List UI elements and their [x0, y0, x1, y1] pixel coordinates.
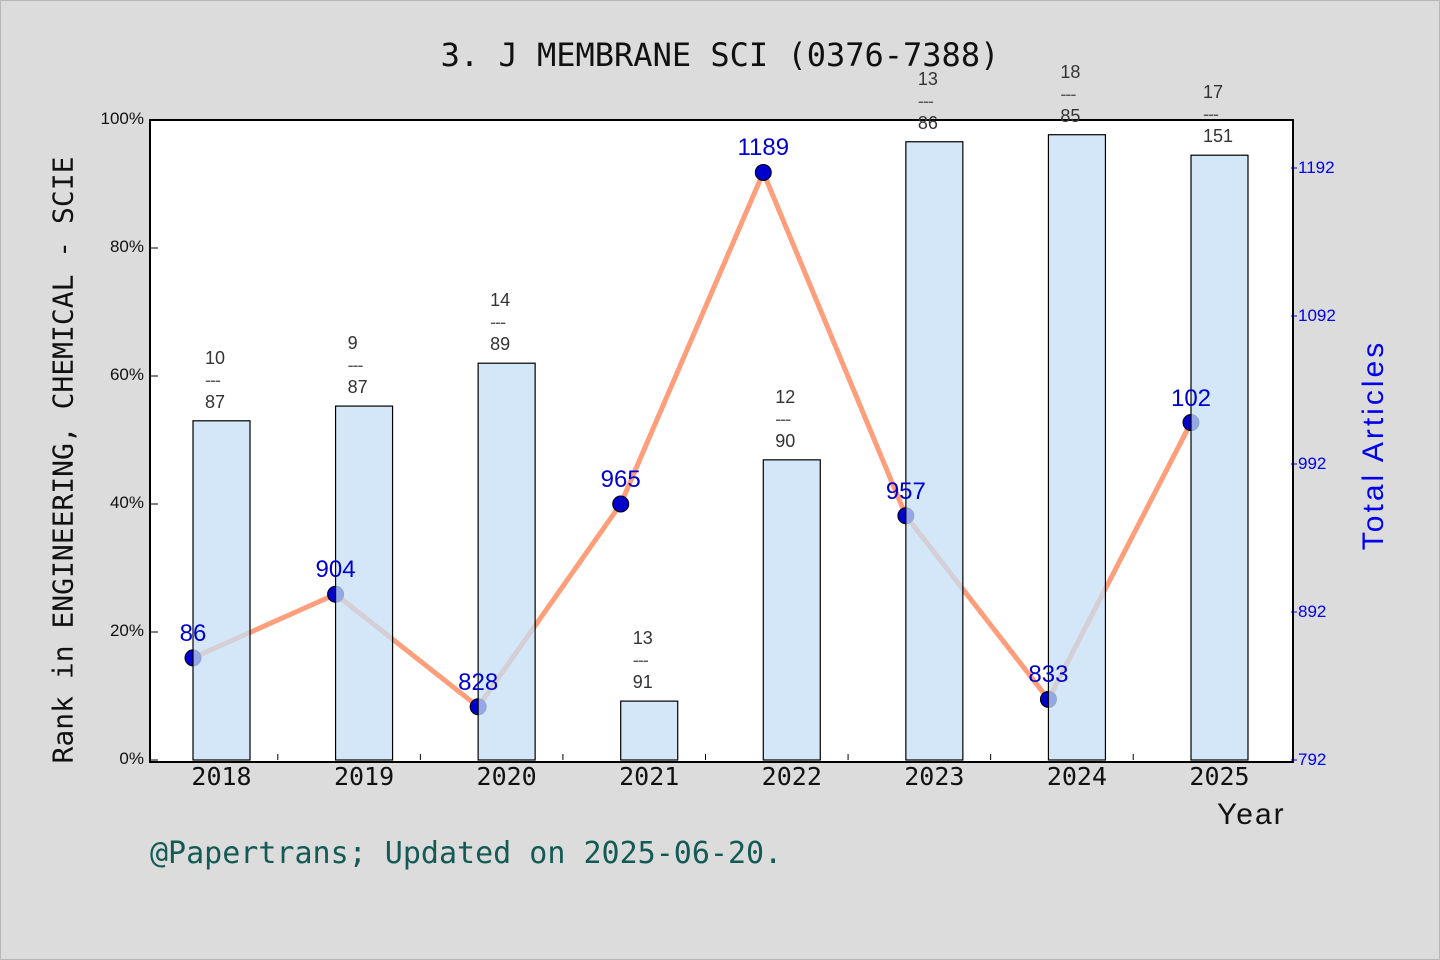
x-tick-label: 2021	[619, 762, 680, 791]
rank-fraction-rank: 9	[347, 333, 358, 354]
rank-fraction-label: 13 --- 91	[633, 627, 653, 693]
rank-fraction-dash: ---	[490, 312, 506, 333]
y-right-tick-label: 1192	[1298, 158, 1335, 177]
y-right-tick-label: 792	[1298, 750, 1327, 769]
rank-fraction-dash: ---	[632, 650, 649, 671]
y-left-tick-label: 100%	[100, 109, 144, 128]
rank-fraction-rank: 13	[917, 68, 938, 89]
rank-fraction-label: 10 --- 87	[205, 347, 225, 413]
rank-bar	[477, 362, 536, 761]
rank-fraction-label: 13 --- 86	[918, 68, 938, 134]
rank-bar	[620, 700, 679, 761]
articles-value-label: 965	[600, 465, 641, 493]
rank-fraction-dash: ---	[1203, 104, 1219, 125]
x-tick-label: 2024	[1046, 762, 1108, 791]
rank-fraction-total: 91	[632, 672, 653, 693]
x-tick-label: 2018	[191, 762, 252, 791]
rank-fraction-dash: ---	[347, 355, 364, 376]
rank-fraction-dash: ---	[1060, 83, 1076, 104]
rank-fraction-rank: 12	[775, 386, 796, 407]
y-axis-left-label: Rank in ENGINEERING, CHEMICAL - SCIE	[46, 156, 80, 764]
rank-fraction-label: 18 --- 85	[1060, 61, 1080, 127]
footer-credit: @Papertrans; Updated on 2025-06-20.	[150, 836, 783, 871]
rank-fraction-dash: ---	[917, 90, 934, 111]
articles-value-label: 957	[885, 477, 926, 505]
articles-value-label: 904	[315, 556, 356, 584]
y-left-tick-label: 60%	[109, 365, 144, 384]
y-left-tick-label: 0%	[119, 749, 144, 768]
x-tick-label: 2019	[333, 762, 395, 791]
rank-fraction-total: 90	[775, 430, 796, 451]
articles-value-label: 1189	[737, 134, 790, 162]
y-left-tick-label: 40%	[109, 493, 144, 512]
rank-bar	[1190, 154, 1249, 761]
rank-fraction-dash: ---	[775, 408, 791, 429]
y-right-tick-label: 992	[1298, 454, 1327, 473]
y-right-tick-label: 892	[1298, 602, 1327, 621]
rank-fraction-rank: 10	[205, 347, 226, 368]
rank-fraction-total: 151	[1203, 126, 1234, 147]
articles-marker	[612, 495, 630, 513]
articles-marker	[754, 163, 772, 181]
rank-fraction-label: 14 --- 89	[490, 289, 510, 355]
rank-fraction-label: 17 --- 151	[1203, 81, 1233, 147]
rank-bar	[334, 405, 394, 761]
y-left-tick-label: 80%	[109, 237, 144, 256]
rank-fraction-total: 87	[347, 377, 368, 398]
rank-bar	[192, 420, 251, 761]
x-tick-label: 2020	[476, 762, 537, 791]
rank-bar	[762, 459, 821, 761]
rank-fraction-label: 12 --- 90	[775, 386, 795, 452]
chart-title: 3. J MEMBRANE SCI (0376-7388)	[440, 36, 1000, 74]
rank-fraction-total: 89	[490, 334, 511, 355]
rank-fraction-dash: ---	[205, 369, 221, 390]
rank-bar	[905, 141, 964, 761]
rank-fraction-rank: 17	[1203, 82, 1224, 103]
y-left-tick-label: 20%	[109, 621, 144, 640]
articles-value-label: 86	[179, 619, 207, 647]
rank-fraction-rank: 13	[632, 628, 653, 649]
articles-value-label: 833	[1028, 661, 1069, 689]
rank-fraction-total: 86	[917, 112, 938, 133]
x-tick-label: 2023	[904, 762, 965, 791]
y-axis-right-label: Total Articles	[1357, 339, 1390, 551]
articles-value-label: 828	[458, 668, 499, 696]
rank-fraction-total: 87	[205, 391, 226, 412]
rank-fraction-label: 9 --- 87	[348, 332, 368, 398]
rank-fraction-total: 85	[1060, 105, 1081, 126]
rank-fraction-rank: 18	[1060, 61, 1081, 82]
articles-value-label: 102	[1170, 384, 1212, 412]
x-tick-label: 2022	[761, 762, 822, 791]
x-axis-label: Year	[1217, 798, 1286, 831]
x-tick-label: 2025	[1189, 762, 1250, 791]
rank-bar	[1047, 134, 1107, 761]
rank-fraction-rank: 14	[490, 290, 511, 311]
y-right-tick-label: 1092	[1298, 306, 1336, 325]
